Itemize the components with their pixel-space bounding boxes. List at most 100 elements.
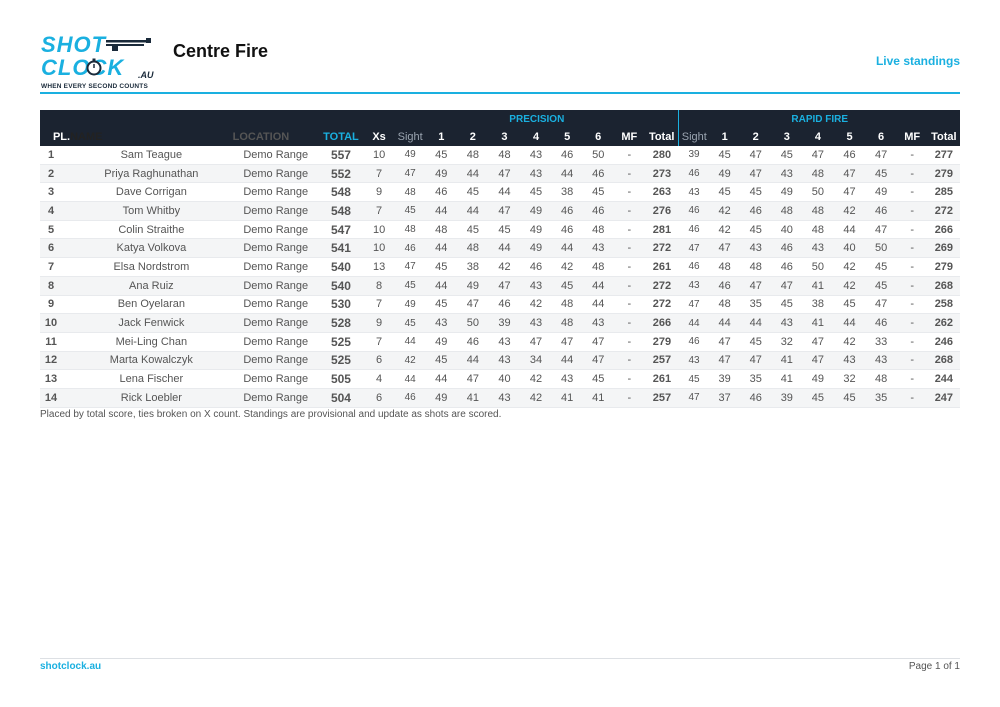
table-row[interactable]: 7 Elsa Nordstrom Demo Range 540 13 47 45 38 42 46… bbox=[40, 257, 960, 277]
precision-series-4: 49 bbox=[529, 204, 543, 217]
table-row[interactable]: 2 Priya Raghunathan Demo Range 552 7 47 49 44 47… bbox=[40, 164, 960, 183]
rapid-series-1: 48 bbox=[718, 298, 731, 311]
col-r-4: 4 bbox=[814, 131, 821, 143]
header-divider bbox=[40, 92, 960, 94]
table-row[interactable]: 5 Colin Straithe Demo Range 547 10 48 48 45 45 49… bbox=[40, 220, 960, 239]
precision-series-6: 48 bbox=[592, 260, 605, 273]
col-p-6: 6 bbox=[595, 131, 602, 143]
footer-site-link[interactable]: shotclock.au bbox=[40, 661, 102, 672]
precision-series-1: 48 bbox=[435, 223, 448, 236]
x-count: 9 bbox=[376, 317, 383, 330]
precision-stage-total: 257 bbox=[652, 391, 672, 404]
rapid-series-5: 32 bbox=[843, 373, 856, 386]
col-p-total: Total bbox=[648, 131, 675, 143]
precision-mf: - bbox=[627, 317, 632, 330]
rapid-series-5: 47 bbox=[843, 167, 856, 180]
rapid-series-3: 43 bbox=[780, 167, 793, 180]
table-row[interactable]: 1 Sam Teague Demo Range 557 10 49 45 48 48 43 46 50… bbox=[40, 146, 960, 165]
table-row[interactable]: 12 Marta Kowalczyk Demo Range 525 6 42 45 44 43 3… bbox=[40, 351, 960, 370]
precision-sight: 45 bbox=[404, 280, 416, 292]
precision-series-2: 46 bbox=[466, 335, 479, 348]
rapid-series-2: 45 bbox=[749, 186, 762, 199]
precision-series-5: 46 bbox=[561, 223, 574, 236]
rapid-series-2: 48 bbox=[749, 260, 762, 273]
shotclock-logo[interactable]: SHOT CLOCK .AU WHEN EVERY SECOND COUNTS bbox=[40, 34, 160, 92]
rapid-mf: - bbox=[910, 279, 915, 292]
table-row[interactable]: 6 Katya Volkova Demo Range 541 10 46 44 48 44 49 4… bbox=[40, 238, 960, 258]
precision-stage-total: 261 bbox=[652, 373, 672, 386]
footer-divider bbox=[40, 658, 960, 659]
col-r-6: 6 bbox=[878, 131, 885, 143]
shooter-name: Elsa Nordstrom bbox=[113, 260, 190, 273]
shooter-name: Priya Raghunathan bbox=[104, 167, 199, 180]
x-count: 8 bbox=[376, 279, 383, 292]
table-row[interactable]: 11 Mei-Ling Chan Demo Range 525 7 44 49 46 43 47 4… bbox=[40, 332, 960, 352]
precision-series-3: 39 bbox=[498, 317, 511, 330]
rapid-mf: - bbox=[910, 223, 915, 236]
col-r-5: 5 bbox=[846, 131, 853, 143]
precision-sight: 46 bbox=[404, 242, 416, 254]
place-cell: 1 bbox=[47, 148, 55, 161]
rapid-series-4: 47 bbox=[811, 148, 825, 161]
rapid-stage-total: 244 bbox=[934, 373, 954, 386]
total-score: 525 bbox=[330, 334, 351, 349]
rapid-series-6: 47 bbox=[874, 148, 888, 161]
shooter-name: Colin Straithe bbox=[118, 223, 185, 236]
place-cell: 5 bbox=[47, 223, 55, 236]
table-row[interactable]: 10 Jack Fenwick Demo Range 528 9 45 43 50 39 43 48… bbox=[40, 313, 960, 333]
rapid-series-3: 39 bbox=[780, 391, 793, 404]
rapid-series-6: 46 bbox=[874, 317, 888, 330]
col-name[interactable]: NAME bbox=[70, 131, 103, 143]
rapid-series-3: 41 bbox=[780, 354, 793, 367]
rapid-sight: 45 bbox=[688, 373, 700, 385]
precision-sight: 48 bbox=[404, 186, 416, 198]
precision-series-4: 43 bbox=[529, 167, 543, 180]
place-cell: 2 bbox=[47, 167, 55, 180]
precision-series-4: 43 bbox=[529, 148, 543, 161]
precision-series-6: 45 bbox=[592, 186, 605, 199]
rapid-mf: - bbox=[910, 391, 915, 404]
rapid-series-5: 42 bbox=[843, 335, 856, 348]
precision-series-5: 44 bbox=[561, 242, 574, 255]
rapid-series-5: 47 bbox=[843, 186, 856, 199]
rapid-series-2: 47 bbox=[749, 167, 762, 180]
precision-series-6: 43 bbox=[592, 242, 605, 255]
rapid-mf: - bbox=[910, 373, 915, 386]
rapid-series-6: 45 bbox=[874, 279, 888, 292]
precision-series-5: 42 bbox=[561, 260, 574, 273]
x-count: 9 bbox=[376, 186, 383, 199]
precision-mf: - bbox=[627, 260, 632, 273]
precision-sight: 49 bbox=[404, 149, 416, 161]
table-row[interactable]: 8 Ana Ruiz Demo Range 540 8 45 44 49 47 43 45 44 - 27… bbox=[40, 276, 960, 295]
rapid-series-6: 35 bbox=[874, 391, 888, 404]
col-total[interactable]: TOTAL bbox=[323, 131, 359, 143]
rapid-stage-total: 247 bbox=[934, 391, 954, 404]
table-row[interactable]: 9 Ben Oyelaran Demo Range 530 7 49 45 47 46 42 48 4… bbox=[40, 295, 960, 314]
rapid-series-2: 43 bbox=[749, 242, 762, 255]
rapid-mf: - bbox=[910, 242, 915, 255]
total-score: 547 bbox=[330, 222, 351, 237]
precision-series-6: 41 bbox=[592, 391, 605, 404]
standings-note: Placed by total score, ties broken on X … bbox=[40, 409, 502, 420]
rapid-mf: - bbox=[910, 167, 915, 180]
rapid-series-1: 49 bbox=[718, 167, 731, 180]
precision-series-1: 45 bbox=[435, 148, 448, 161]
precision-series-3: 47 bbox=[498, 204, 511, 217]
table-row[interactable]: 14 Rick Loebler Demo Range 504 6 46 49 41 43 42 41… bbox=[40, 388, 960, 408]
rapid-stage-total: 277 bbox=[934, 148, 954, 161]
table-row[interactable]: 4 Tom Whitby Demo Range 548 7 45 44 44 47 49 46 46 -… bbox=[40, 201, 960, 221]
group-header-row: PRECISION RAPID FIRE bbox=[40, 110, 960, 128]
rapid-mf: - bbox=[910, 260, 915, 273]
col-place[interactable]: PL. bbox=[52, 131, 71, 143]
rapid-sight: 44 bbox=[688, 317, 700, 329]
precision-series-6: 47 bbox=[592, 354, 605, 367]
precision-series-1: 44 bbox=[435, 279, 448, 292]
col-xs[interactable]: Xs bbox=[372, 131, 386, 143]
precision-series-3: 46 bbox=[498, 298, 511, 311]
table-row[interactable]: 13 Lena Fischer Demo Range 505 4 44 44 47 40 42 43… bbox=[40, 369, 960, 389]
location-cell: Demo Range bbox=[243, 204, 309, 217]
table-row[interactable]: 3 Dave Corrigan Demo Range 548 9 48 46 45 44 45 38… bbox=[40, 182, 960, 202]
col-location[interactable]: LOCATION bbox=[232, 131, 290, 143]
rapid-series-3: 47 bbox=[780, 279, 793, 292]
precision-stage-total: 281 bbox=[652, 223, 672, 236]
